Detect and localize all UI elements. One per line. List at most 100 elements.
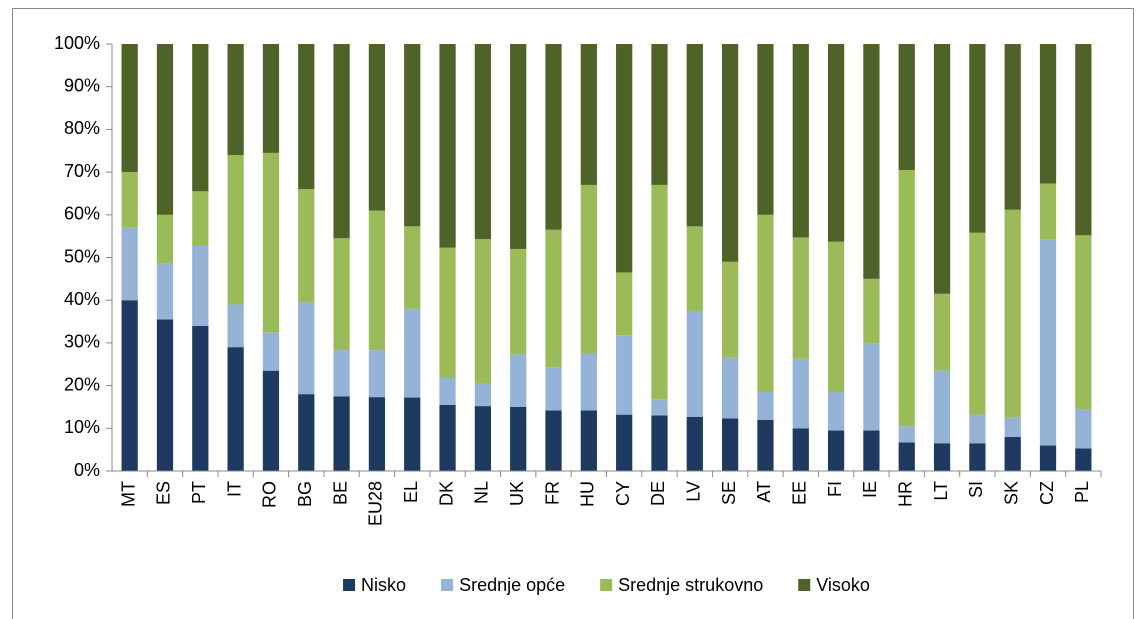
bar-segment	[368, 44, 386, 211]
legend-label: Srednje opće	[459, 575, 565, 595]
bar-segment	[792, 44, 809, 238]
bar-segment	[474, 383, 491, 407]
y-tick-label: 90%	[64, 75, 100, 95]
bar-segment	[686, 226, 703, 311]
bar-segment	[298, 394, 315, 471]
bar-segment	[686, 44, 703, 227]
bar-segment	[545, 44, 562, 230]
bar-segment	[545, 367, 562, 411]
x-tick-label: UK	[507, 481, 527, 506]
legend-swatch	[600, 579, 613, 591]
bar-segment	[156, 263, 174, 320]
bar-segment	[1039, 239, 1057, 446]
bar-segment	[722, 44, 739, 262]
y-tick-label: 60%	[64, 204, 100, 224]
x-tick-label: PT	[189, 481, 209, 504]
bar-segment	[757, 419, 774, 471]
bar-segment	[227, 44, 244, 156]
bar-segment	[1075, 409, 1092, 449]
bar-segment	[510, 354, 527, 407]
bar-segment	[1075, 44, 1092, 236]
bar-segment	[722, 418, 739, 471]
x-tick-label: RO	[260, 481, 280, 508]
legend-label: Srednje strukovno	[618, 575, 763, 595]
bar-segment	[580, 353, 597, 411]
y-tick-label: 40%	[64, 289, 100, 309]
bar-segment	[1039, 445, 1057, 471]
bar-segment	[121, 172, 138, 228]
bar-segment	[686, 416, 703, 471]
x-tick-label: NL	[472, 481, 492, 504]
bar-segment	[651, 44, 668, 185]
bar-segment	[404, 397, 421, 471]
bar-segment	[898, 426, 915, 443]
x-tick-label: LT	[931, 481, 951, 501]
y-tick-label: 20%	[64, 374, 100, 394]
y-tick-label: 50%	[64, 246, 100, 266]
bar-segment	[651, 184, 668, 400]
legend-label: Visoko	[816, 575, 870, 595]
bar-segment	[298, 302, 315, 395]
bar-segment	[616, 335, 633, 415]
y-tick-label: 80%	[64, 118, 100, 138]
bar-segment	[863, 44, 880, 279]
bar-segment	[333, 396, 350, 471]
x-tick-label: AT	[754, 481, 774, 503]
bar-segment	[262, 44, 280, 153]
bar-segment	[156, 44, 174, 215]
x-tick-label: CZ	[1037, 481, 1057, 505]
bar-segment	[969, 44, 986, 233]
bar-segment	[580, 184, 597, 354]
bar-segment	[616, 44, 633, 273]
bar-segment	[757, 44, 774, 215]
bar-segment	[863, 278, 880, 344]
bar-segment	[722, 357, 739, 419]
bar-segment	[933, 443, 951, 471]
bar-segment	[827, 44, 845, 242]
bar-segment	[616, 414, 633, 471]
bar-segment	[651, 415, 668, 471]
bar-segment	[863, 343, 880, 431]
bar-segment	[1004, 436, 1021, 471]
bar-segment	[1004, 417, 1021, 437]
bar-segment	[792, 428, 809, 471]
bar-segment	[262, 152, 280, 333]
bar-segment	[933, 370, 951, 444]
bar-segment	[368, 210, 386, 351]
bar-segment	[933, 44, 951, 294]
bar-segment	[333, 350, 350, 397]
bar-segment	[262, 332, 280, 371]
x-tick-label: DE	[648, 481, 668, 506]
bar-segment	[969, 414, 986, 444]
bar-segment	[474, 239, 491, 384]
bar-segment	[156, 319, 174, 471]
bar-segment	[368, 350, 386, 398]
bar-segment	[404, 308, 421, 398]
bar-segment	[757, 214, 774, 393]
bar-segment	[227, 304, 244, 348]
bar-segment	[121, 300, 138, 471]
bar-segment	[933, 293, 951, 371]
x-tick-label: LV	[684, 481, 704, 502]
bar-segment	[1004, 209, 1021, 418]
bar-segment	[368, 397, 386, 471]
x-tick-label: MT	[118, 481, 138, 507]
bar-segment	[545, 410, 562, 471]
bar-segment	[792, 358, 809, 429]
bar-segment	[651, 399, 668, 416]
bar-segment	[439, 377, 456, 405]
bar-segment	[827, 241, 845, 393]
x-tick-label: FR	[542, 481, 562, 505]
bar-segment	[1039, 44, 1057, 184]
bar-segment	[969, 443, 986, 471]
bar-segment	[192, 191, 209, 246]
bar-segment	[863, 430, 880, 471]
bar-segment	[227, 347, 244, 471]
bar-segment	[474, 406, 491, 471]
bar-segment	[898, 169, 915, 427]
bar-segment	[827, 430, 845, 471]
bar-segment	[298, 189, 315, 303]
bar-segment	[262, 370, 280, 471]
x-tick-label: BG	[295, 481, 315, 507]
